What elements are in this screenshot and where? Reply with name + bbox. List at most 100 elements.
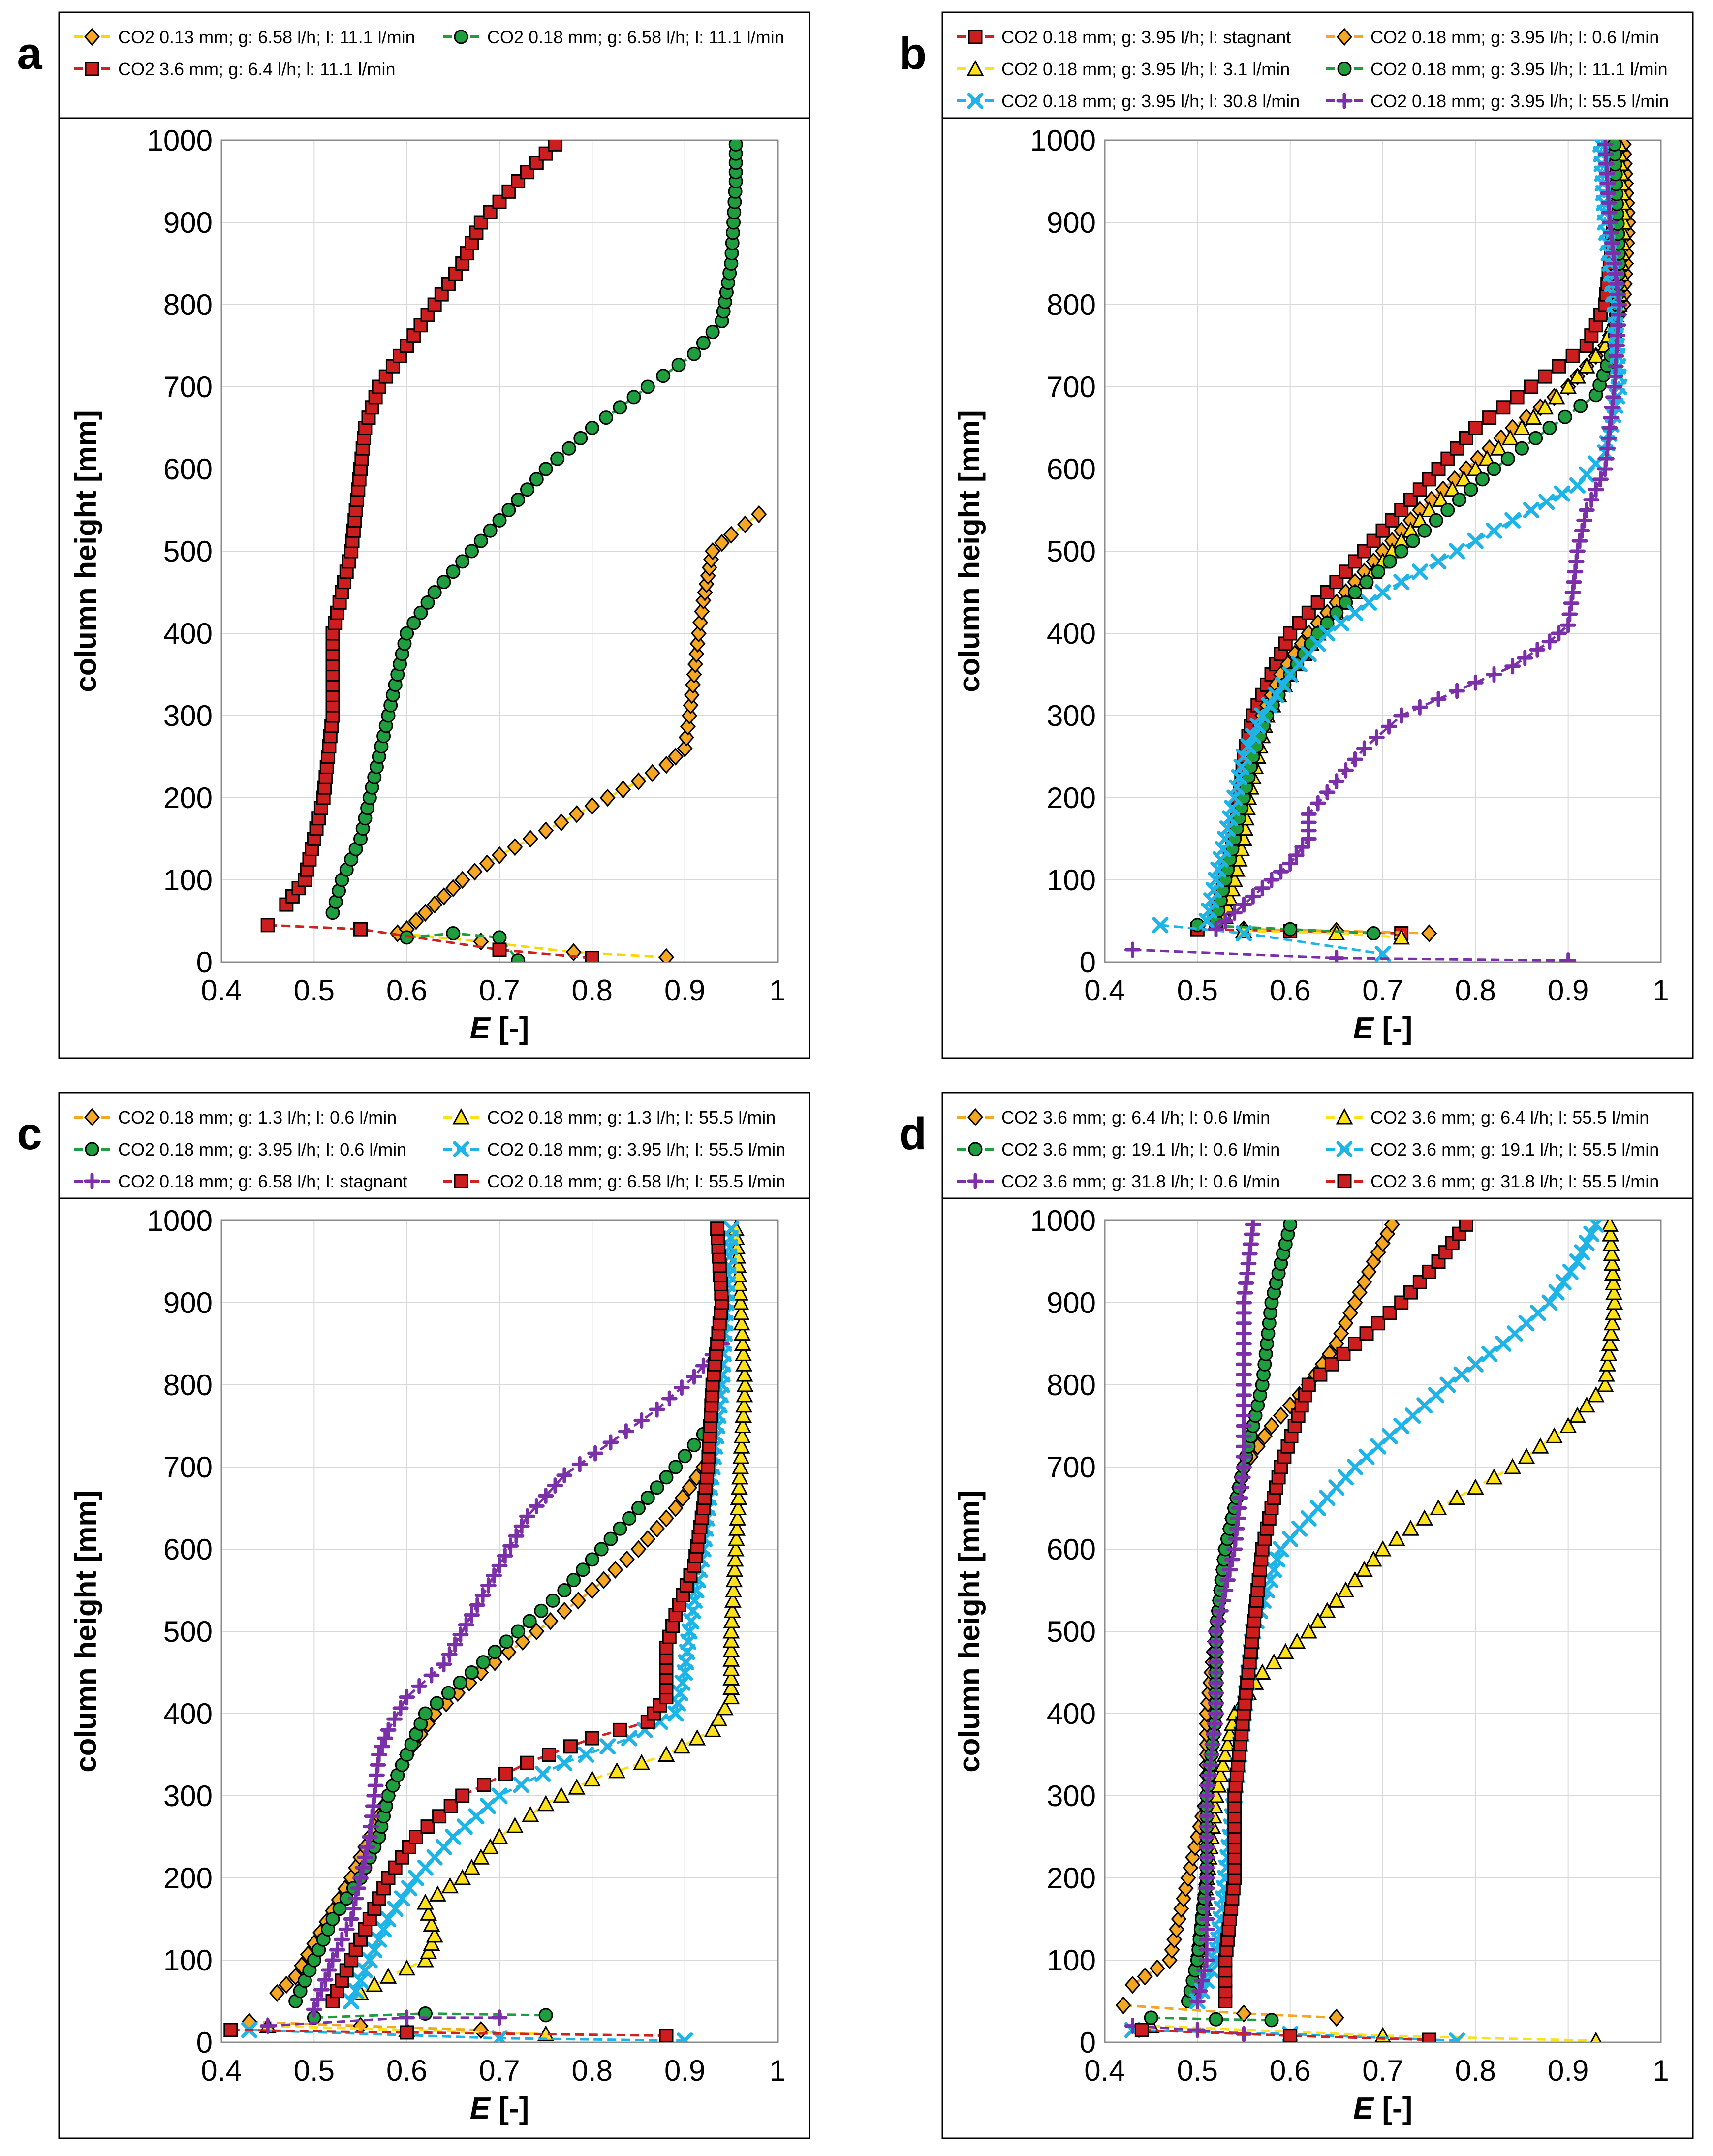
y-tick-label: 900 xyxy=(1047,1286,1096,1319)
data-point xyxy=(1602,1235,1620,1251)
data-point xyxy=(1464,482,1478,497)
data-point xyxy=(1421,924,1437,942)
data-point xyxy=(520,482,534,497)
data-point xyxy=(499,1634,514,1649)
data-point xyxy=(1333,615,1349,631)
legend-marker xyxy=(454,1174,468,1188)
data-point xyxy=(452,1626,469,1643)
data-point xyxy=(568,1779,586,1795)
legend-label: CO2 0.18 mm; g: 3.95 l/h; l: 55.5 l/min xyxy=(1370,91,1669,111)
data-point xyxy=(491,1557,508,1574)
data-point xyxy=(522,830,538,848)
data-point xyxy=(443,1799,458,1813)
series-tail-line xyxy=(1244,930,1402,939)
x-tick-label: 0.9 xyxy=(664,2054,705,2087)
data-point xyxy=(1597,1365,1615,1382)
data-point xyxy=(1294,839,1311,855)
data-point xyxy=(722,1631,740,1648)
data-point xyxy=(1482,410,1497,425)
data-point xyxy=(1253,1663,1271,1680)
data-point xyxy=(506,1817,524,1833)
data-point xyxy=(1431,462,1446,476)
data-point xyxy=(553,1786,570,1803)
x-axis-symbol: E xyxy=(1353,2092,1374,2125)
data-point xyxy=(725,1571,743,1588)
y-tick-label: 0 xyxy=(1080,2026,1096,2059)
data-point xyxy=(361,1952,378,1969)
data-point xyxy=(1541,633,1558,650)
data-point xyxy=(1366,926,1381,941)
legend-label: CO2 0.18 mm; g: 3.95 l/h; l: 0.6 l/min xyxy=(118,1139,406,1159)
data-point xyxy=(1467,674,1484,691)
data-point xyxy=(491,1787,508,1804)
data-point xyxy=(547,1477,563,1494)
data-point xyxy=(534,1603,549,1618)
data-point xyxy=(1288,847,1305,864)
legend-marker xyxy=(968,30,983,44)
data-point xyxy=(511,1624,526,1639)
x-tick-label: 0.8 xyxy=(572,974,613,1007)
data-point xyxy=(416,1893,434,1910)
legend-marker xyxy=(967,93,984,109)
data-point xyxy=(710,1221,725,1236)
data-point xyxy=(1603,1245,1620,1261)
y-tick-label: 500 xyxy=(163,535,213,568)
data-point xyxy=(534,1765,551,1782)
data-point xyxy=(1328,773,1345,790)
data-point xyxy=(399,1689,415,1706)
legend-item: CO2 0.18 mm; g: 3.95 l/h; l: 0.6 l/min xyxy=(74,1139,406,1159)
data-point xyxy=(1318,1602,1336,1618)
y-tick-label: 500 xyxy=(1047,535,1096,568)
data-point xyxy=(607,1561,623,1579)
legend-label: CO2 0.18 mm; g: 3.95 l/h; l: 3.1 l/min xyxy=(1001,59,1290,79)
legend-label: CO2 3.6 mm; g: 19.1 l/h; l: 55.5 l/min xyxy=(1370,1139,1659,1159)
x-axis-title: E [-] xyxy=(1353,1011,1413,1045)
data-point xyxy=(1245,1220,1261,1233)
panel-letter: a xyxy=(17,29,42,79)
plot-area xyxy=(220,1219,779,2043)
data-point xyxy=(507,838,523,856)
data-point xyxy=(1568,367,1587,384)
data-point xyxy=(686,1368,702,1385)
data-point xyxy=(1356,740,1372,757)
panel-a: a 0.4 0.5 0.6 0.7 0.8 0.9 1 0 100 200 300 400 500 600 7… xyxy=(17,11,810,1059)
legend-item: CO2 0.13 mm; g: 6.58 l/h; l: 11.1 l/min xyxy=(74,27,415,47)
data-point xyxy=(1510,390,1525,405)
data-point xyxy=(1588,1220,1604,1233)
data-point xyxy=(1393,574,1410,591)
y-tick-label: 800 xyxy=(163,1369,213,1402)
data-point xyxy=(733,1324,751,1341)
data-point xyxy=(1124,941,1141,958)
data-point xyxy=(640,379,655,394)
data-point xyxy=(615,781,631,799)
data-point xyxy=(1265,1653,1283,1670)
data-point xyxy=(1328,1592,1345,1608)
legend-marker xyxy=(966,60,984,76)
legend-item: CO2 0.18 mm; g: 3.95 l/h; l: 55.5 l/min xyxy=(1326,91,1669,111)
data-point xyxy=(374,1738,390,1755)
data-point xyxy=(492,846,507,865)
data-point xyxy=(1288,1632,1306,1649)
data-point xyxy=(446,926,461,941)
data-point xyxy=(1245,728,1261,745)
data-point xyxy=(1254,880,1271,897)
data-point xyxy=(673,1379,690,1396)
data-point xyxy=(735,1406,752,1423)
data-point xyxy=(658,755,674,774)
data-point xyxy=(366,1941,383,1958)
series-tail-line xyxy=(268,924,592,960)
data-point xyxy=(350,1880,367,1897)
data-point xyxy=(730,1275,748,1291)
data-point xyxy=(1394,544,1409,559)
data-point xyxy=(420,1943,437,1959)
legend-label: CO2 3.6 mm; g: 31.8 l/h; l: 0.6 l/min xyxy=(1001,1171,1280,1191)
data-point xyxy=(371,1747,387,1763)
x-tick-label: 0.7 xyxy=(479,2054,520,2087)
data-point xyxy=(630,1540,647,1559)
data-point xyxy=(1432,491,1450,507)
y-tick-label: 800 xyxy=(1047,1369,1096,1402)
data-point xyxy=(1467,1356,1484,1373)
series-2 xyxy=(260,140,599,962)
data-point xyxy=(394,1890,410,1907)
data-point xyxy=(1283,1220,1298,1232)
